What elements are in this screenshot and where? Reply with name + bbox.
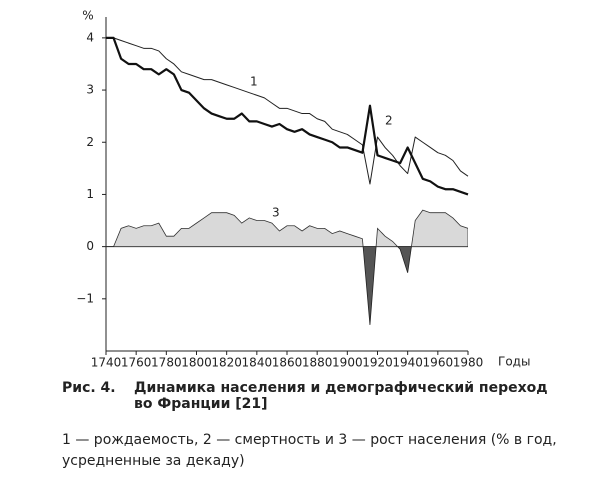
x-axis-label: Годы [498, 355, 530, 369]
chart-subtitle: 1 — рождаемость, 2 — смертность и 3 — ро… [62, 432, 557, 469]
series-label: 2 [385, 114, 393, 128]
x-tick-label: 1760 [121, 356, 152, 370]
caption-label: Рис. 4. [62, 380, 116, 396]
x-tick-label: 1740 [91, 356, 122, 370]
x-tick-label: 1980 [453, 356, 484, 370]
x-tick-label: 1800 [181, 356, 212, 370]
y-tick-label: −1 [76, 291, 94, 305]
x-tick-label: 1920 [362, 356, 393, 370]
line [106, 36, 469, 196]
y-tick-label: 2 [86, 135, 94, 149]
x-tick-label: 1840 [242, 356, 273, 370]
series-label: 1 [250, 75, 258, 89]
x-tick-label: 1780 [151, 356, 182, 370]
caption: Рис. 4. Динамика населения и демографиче… [62, 380, 562, 412]
y-tick-label: 1 [86, 187, 94, 201]
x-tick-label: 1820 [211, 356, 242, 370]
y-unit-label: % [82, 9, 93, 23]
series-label: 3 [272, 206, 280, 220]
x-tick-label: 1900 [332, 356, 363, 370]
y-tick-label: 3 [86, 83, 94, 97]
x-tick-label: 1860 [272, 356, 303, 370]
y-tick-label: 0 [86, 239, 94, 253]
line [106, 37, 469, 185]
y-tick-label: 4 [86, 30, 94, 44]
x-tick-label: 1960 [423, 356, 454, 370]
chart-title: Динамика населения и демографический пер… [134, 380, 548, 412]
x-tick-label: 1880 [302, 356, 333, 370]
x-tick-label: 1940 [392, 356, 423, 370]
area-positive [106, 209, 468, 247]
